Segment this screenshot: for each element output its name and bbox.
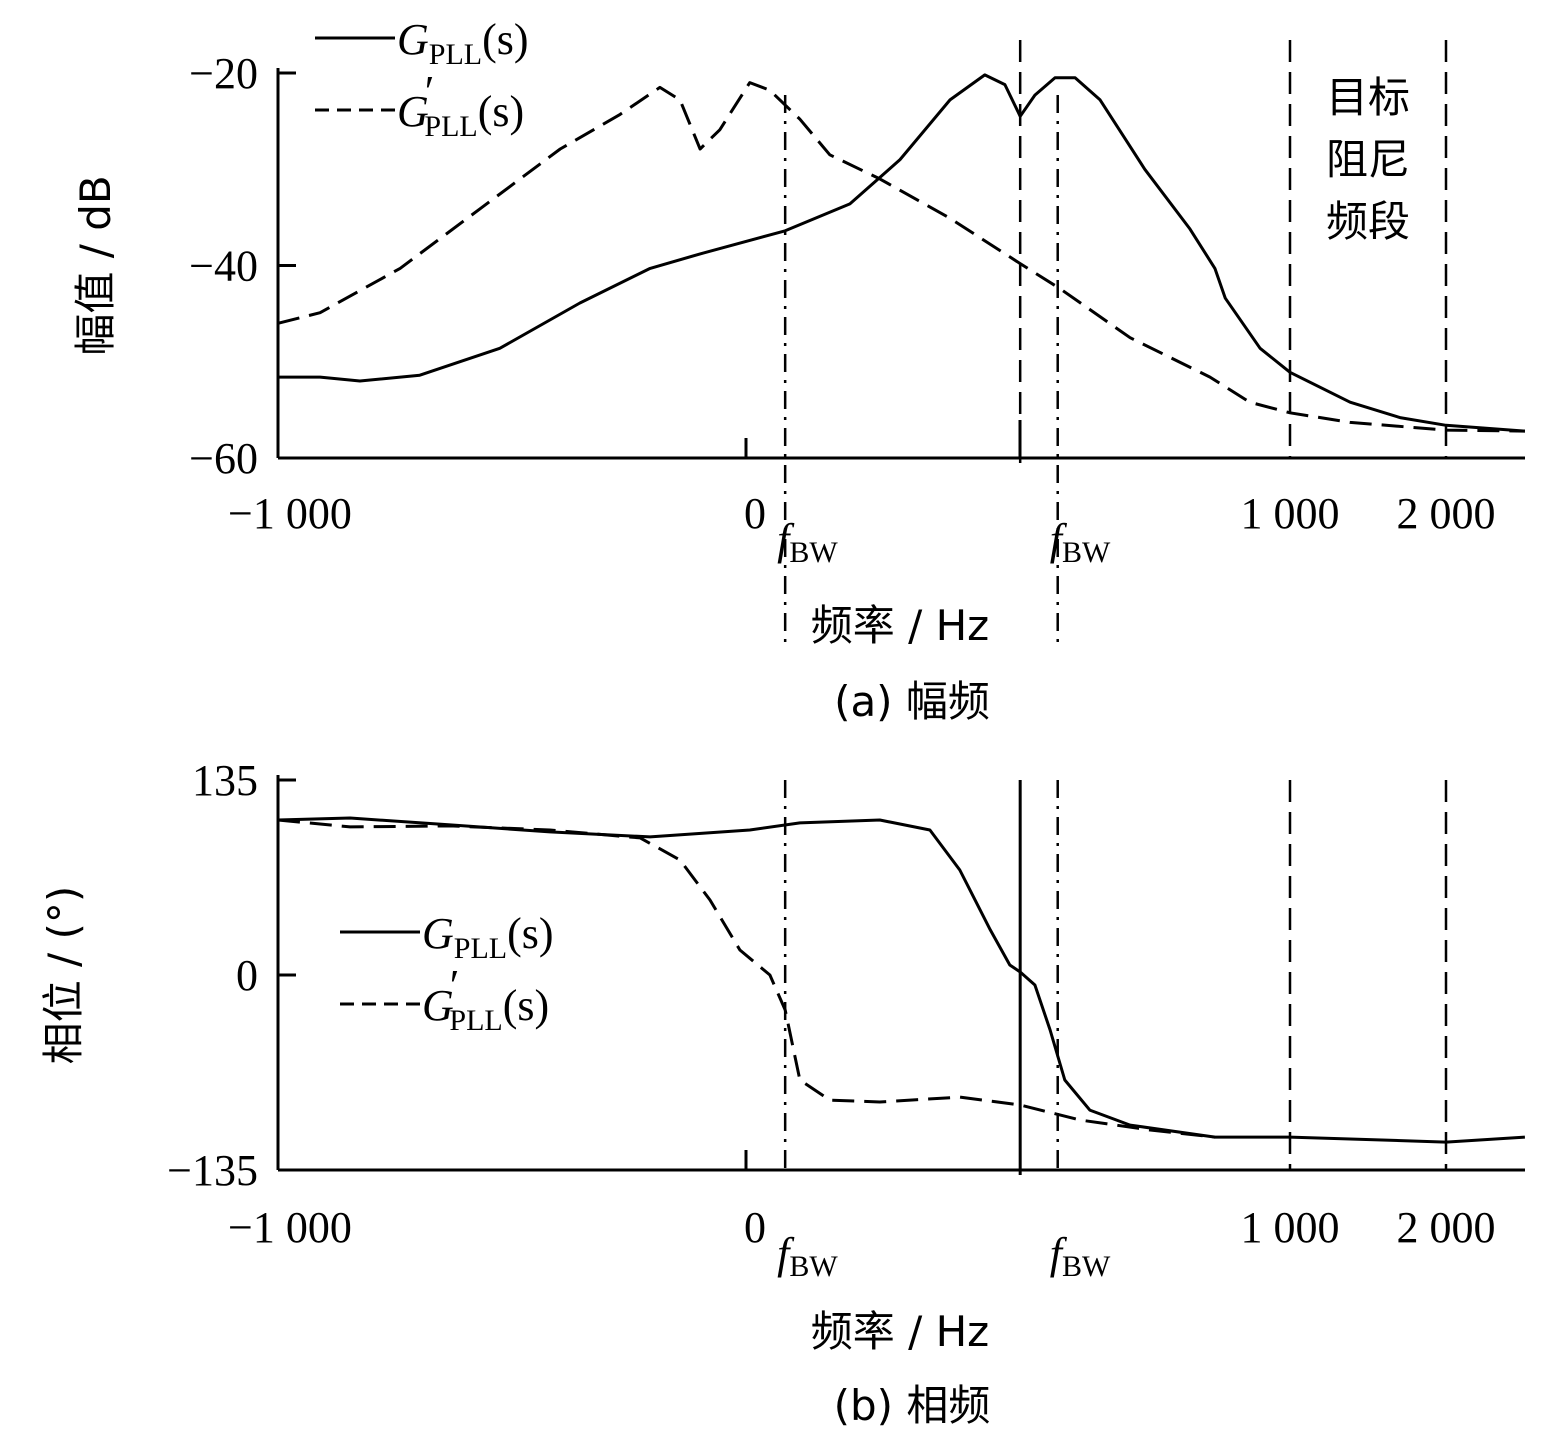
fbw-label-sub: BW xyxy=(789,1250,838,1283)
fbw-label: fBW xyxy=(1050,1229,1111,1283)
x-tick-label: 0 xyxy=(744,1203,766,1252)
series-g-pll-prime-line xyxy=(277,818,1216,1139)
x-tick-label: −1 000 xyxy=(228,489,352,538)
subplot-title: (a) 幅频 xyxy=(834,677,990,726)
x-tick-label: 2 000 xyxy=(1397,1203,1496,1252)
y-axis-label: 相位 / (°) xyxy=(39,886,88,1065)
legend-label: GPLL(s) xyxy=(422,909,554,965)
legend-label: G′ PLL(s) xyxy=(422,961,549,1037)
legend-main: G xyxy=(397,15,429,64)
fbw-label: fBW xyxy=(777,1229,838,1283)
x-tick-label: 1 000 xyxy=(1241,1203,1340,1252)
series-g-pll-line xyxy=(278,73,1526,433)
subplot-title: (b) 相频 xyxy=(834,1381,991,1430)
fbw-label-sub: BW xyxy=(1062,536,1111,569)
legend-label: GPLL(s) xyxy=(397,15,529,71)
legend-sub: PLL xyxy=(429,38,482,71)
legend-main: G xyxy=(422,981,454,1030)
y-tick-label: −135 xyxy=(167,1146,258,1195)
x-axis-label: 频率 / Hz xyxy=(811,601,989,650)
legend-sub: PLL xyxy=(424,110,477,143)
fbw-label-sub: BW xyxy=(789,536,838,569)
legend-arg: (s) xyxy=(507,909,553,958)
legend-arg: (s) xyxy=(482,15,528,64)
legend: GPLL(s)G′ PLL(s) xyxy=(340,909,554,1037)
legend-main: G xyxy=(422,909,454,958)
x-tick-label: 2 000 xyxy=(1397,489,1496,538)
x-tick-label: 0 xyxy=(744,489,766,538)
series-g-pll-line xyxy=(277,816,1525,1144)
y-tick-label: −60 xyxy=(189,434,258,483)
legend-prime: ′ xyxy=(450,961,460,1010)
x-axis-label: 频率 / Hz xyxy=(811,1307,989,1356)
y-axis-label: 幅值 / dB xyxy=(71,175,120,355)
legend: GPLL(s)G′ PLL(s) xyxy=(315,15,529,143)
y-tick-label: −40 xyxy=(189,242,258,291)
annotation-target-damping-band: 阻尼 xyxy=(1326,135,1410,184)
legend-sub: PLL xyxy=(454,932,507,965)
y-tick-label: 0 xyxy=(236,951,258,1000)
annotation-target-damping-band: 频段 xyxy=(1326,197,1410,246)
legend-label: G′ PLL(s) xyxy=(397,67,524,143)
fbw-label: fBW xyxy=(1050,515,1111,569)
y-tick-label: 135 xyxy=(192,756,258,805)
x-tick-label: −1 000 xyxy=(228,1203,352,1252)
legend-prime: ′ xyxy=(425,67,435,116)
series-g-pll-prime-line xyxy=(277,81,1525,433)
x-tick-label: 1 000 xyxy=(1241,489,1340,538)
fbw-label-sub: BW xyxy=(1062,1250,1111,1283)
legend-arg: (s) xyxy=(503,981,549,1030)
legend-main: G xyxy=(397,87,429,136)
fbw-label: fBW xyxy=(777,515,838,569)
legend-arg: (s) xyxy=(478,87,524,136)
legend-sub: PLL xyxy=(449,1004,502,1037)
annotation-target-damping-band: 目标 xyxy=(1326,73,1410,122)
y-tick-label: −20 xyxy=(189,49,258,98)
